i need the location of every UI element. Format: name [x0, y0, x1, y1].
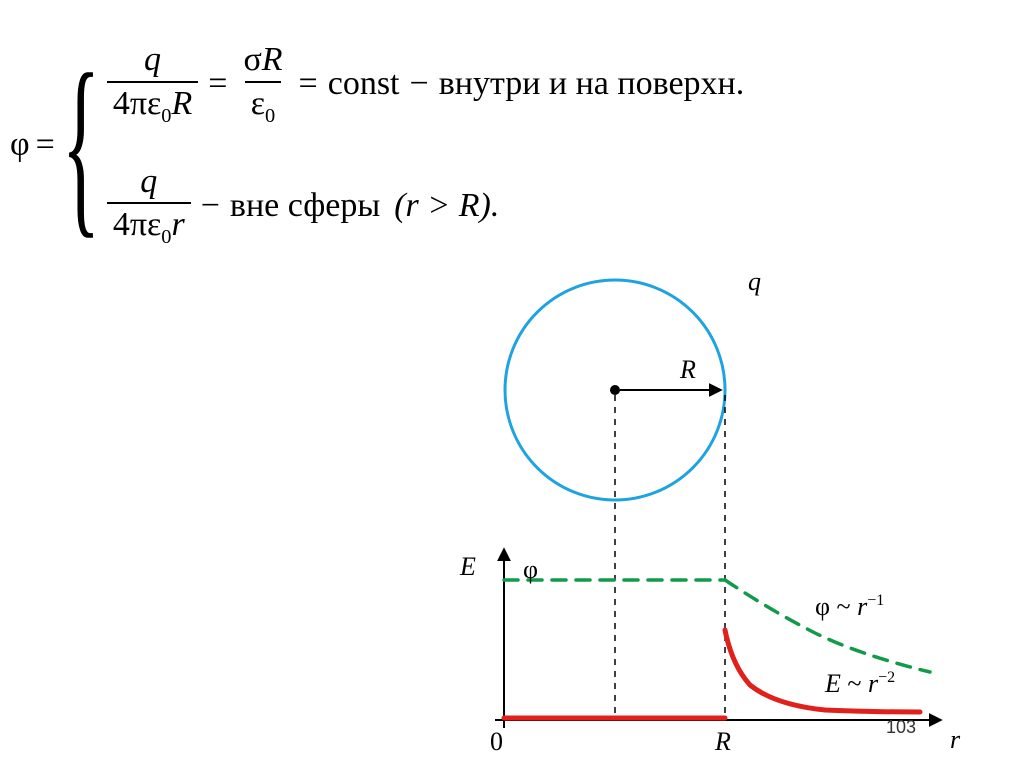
label-r-axis: r	[950, 725, 961, 754]
label-phi-relation: φ ~ r−1	[815, 592, 884, 621]
label-phi-axis: φ	[523, 555, 538, 584]
const-text: const	[328, 65, 400, 103]
dash2: −	[201, 187, 220, 225]
phi-equals: φ = { q 4πε0R = σR ε0 = const − внутри и…	[10, 41, 744, 248]
num3: q	[134, 163, 163, 202]
label-zero: 0	[490, 727, 503, 756]
num2: σR	[237, 41, 288, 80]
brace: {	[62, 65, 100, 225]
label-R-circle: R	[679, 355, 696, 384]
label-E-relation: E ~ r−2	[824, 669, 895, 698]
diagram-svg: q R E φ 0 R r φ ~ r−1 E ~ r−2	[360, 260, 980, 760]
page-number: 103	[886, 717, 916, 738]
num1: q	[138, 41, 167, 80]
eq2: =	[299, 65, 318, 103]
label-q: q	[748, 267, 761, 296]
dash1: −	[410, 65, 429, 103]
label-E-axis: E	[459, 552, 476, 581]
label-R-tick: R	[714, 727, 731, 756]
eq1: =	[208, 65, 227, 103]
den1: 4πε0R	[107, 81, 198, 127]
frac-sigmaR-e0: σR ε0	[237, 41, 288, 127]
inside-text: внутри и на поверхн.	[439, 65, 745, 103]
case-inside: q 4πε0R = σR ε0 = const − внутри и на по…	[107, 41, 744, 127]
case-outside: q 4πε0r − вне сферы (r > R).	[107, 163, 744, 249]
cases: q 4πε0R = σR ε0 = const − внутри и на по…	[107, 41, 744, 248]
formula-block: φ = { q 4πε0R = σR ε0 = const − внутри и…	[10, 35, 1010, 255]
den3: 4πε0r	[107, 202, 191, 248]
outside-text: вне сферы	[230, 187, 380, 225]
equals-sign: =	[36, 126, 55, 164]
phi-symbol: φ	[10, 126, 30, 164]
frac-q-4pie0r: q 4πε0r	[107, 163, 191, 249]
outside-paren: (r > R).	[394, 187, 499, 225]
den2: ε0	[245, 81, 281, 127]
sphere-center-dot	[610, 385, 620, 395]
frac-q-4pie0R: q 4πε0R	[107, 41, 198, 127]
